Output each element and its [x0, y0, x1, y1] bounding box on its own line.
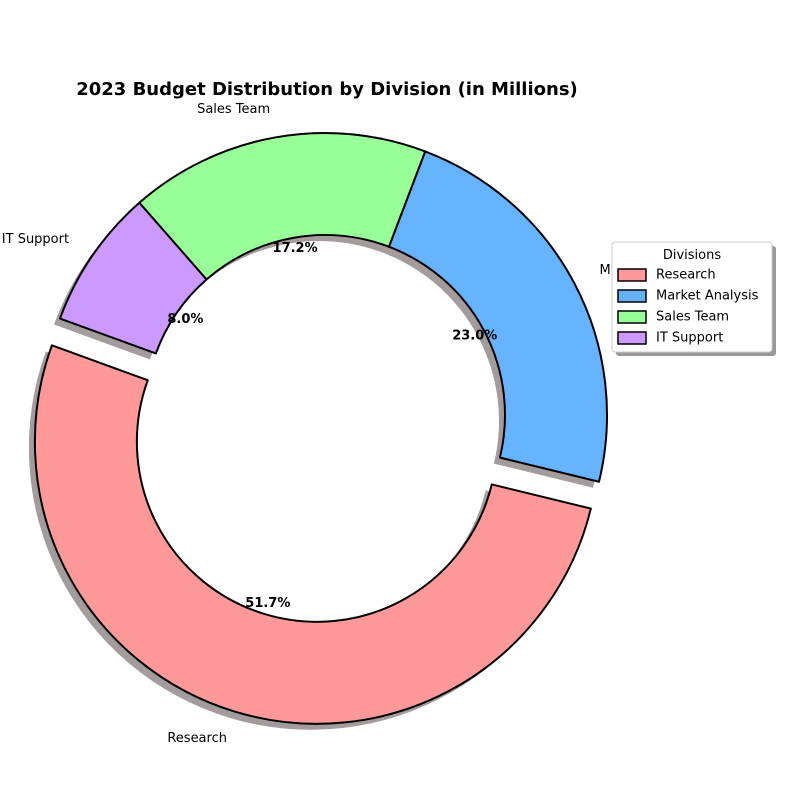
legend: Divisions Research Market Analysis Sales T…	[611, 241, 776, 356]
percent-label-market-analysis: 23.0%	[452, 329, 497, 344]
legend-swatch-it-support	[617, 331, 647, 345]
category-label-research: Research	[167, 731, 227, 746]
percent-labels: 51.7% 23.0% 17.2% 8.0%	[167, 241, 497, 611]
slices	[33, 132, 608, 725]
slice-research	[33, 344, 592, 725]
slice-market-analysis	[387, 150, 608, 483]
legend-label-research: Research	[656, 268, 716, 283]
percent-label-sales-team: 17.2%	[273, 241, 318, 256]
percent-label-research: 51.7%	[245, 596, 290, 611]
category-label-sales-team: Sales Team	[197, 102, 270, 117]
legend-swatch-sales-team	[617, 310, 647, 324]
legend-label-it-support: IT Support	[656, 331, 723, 346]
legend-swatch-research	[617, 268, 647, 282]
legend-items: Research Market Analysis Sales Team IT Supp…	[617, 268, 759, 346]
legend-label-market-analysis: Market Analysis	[656, 289, 759, 304]
category-label-it-support: IT Support	[2, 232, 69, 247]
percent-label-it-support: 8.0%	[167, 312, 203, 327]
legend-swatch-market-analysis	[617, 289, 647, 303]
legend-label-sales-team: Sales Team	[656, 310, 729, 325]
legend-box	[611, 241, 773, 353]
chart-title: 2023 Budget Distribution by Division (in…	[76, 79, 578, 100]
slice-it-support	[59, 201, 208, 355]
legend-title: Divisions	[663, 248, 722, 263]
